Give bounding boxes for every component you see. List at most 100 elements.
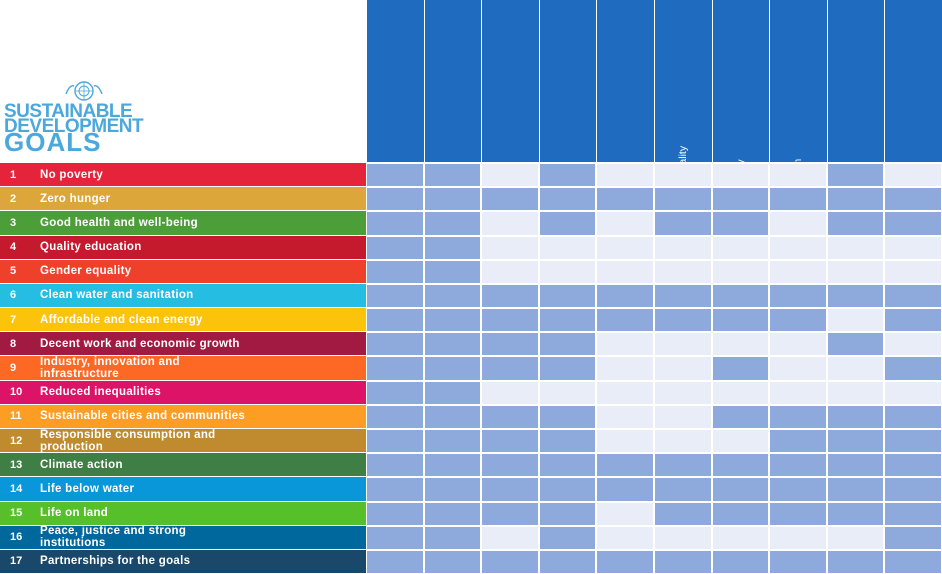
matrix-cell-empty: [711, 259, 770, 284]
matrix-cell-empty: [596, 380, 654, 405]
matrix-cell-filled: [538, 404, 597, 429]
goal-row-8: 8 Decent work and economic growth: [0, 332, 366, 357]
matrix-cell-filled: [366, 332, 424, 357]
matrix-cell-filled: [366, 356, 424, 381]
matrix-cell-empty: [481, 259, 539, 284]
matrix-cell-filled: [538, 549, 597, 574]
matrix-cell-filled: [711, 211, 770, 236]
matrix-cell-empty: [596, 428, 654, 454]
matrix-cell-filled: [538, 187, 597, 212]
matrix-cell-filled: [596, 187, 654, 212]
matrix-cell-filled: [366, 283, 424, 309]
matrix-cell-filled: [884, 453, 942, 478]
matrix-cell-filled: [711, 453, 770, 478]
matrix-cell-filled: [884, 501, 942, 526]
matrix-cell-filled: [481, 453, 539, 478]
goal-number: 11: [10, 410, 22, 423]
matrix-cell-filled: [826, 453, 885, 478]
matrix-cell-filled: [423, 525, 482, 550]
column-header-1: Population distribution: [366, 0, 424, 298]
goal-label: Life below water: [40, 482, 135, 495]
goal-number: 12: [10, 434, 23, 447]
logo-line-1: SUSTAINABLE: [4, 101, 133, 122]
matrix-cell-filled: [884, 477, 942, 502]
matrix-cell-filled: [769, 283, 827, 309]
goal-row-16: 16 Peace, justice and strong institutions: [0, 525, 366, 550]
matrix-cell-empty: [884, 259, 942, 284]
matrix-cell-filled: [366, 187, 424, 212]
column-header-8: Biodiversity and ecosystem observations: [769, 0, 827, 286]
goal-label: Clean water and sanitation: [40, 289, 194, 302]
matrix-cell-filled: [423, 308, 482, 333]
matrix-cell-empty: [769, 380, 827, 405]
goal-number: 14: [10, 482, 23, 495]
goal-row-13: 13 Climate action: [0, 453, 366, 478]
goal-row-5: 5 Gender equality: [0, 259, 366, 284]
matrix-cell-empty: [538, 235, 597, 260]
goal-number: 8: [10, 337, 17, 350]
goal-row-3: 3 Good health and well-being: [0, 211, 366, 236]
matrix-cell-filled: [481, 356, 539, 381]
matrix-cell-empty: [481, 163, 539, 188]
matrix-cell-filled: [481, 501, 539, 526]
goal-number: 1: [10, 168, 17, 181]
goal-label: Sustainable cities and communities: [40, 410, 246, 423]
matrix-cell-filled: [366, 163, 424, 188]
matrix-cell-empty: [769, 356, 827, 381]
matrix-cell-empty: [481, 525, 539, 550]
matrix-cell-filled: [711, 308, 770, 333]
matrix-cell-empty: [654, 380, 712, 405]
matrix-cell-empty: [654, 163, 712, 188]
matrix-cell-filled: [423, 501, 482, 526]
matrix-cell-filled: [654, 549, 712, 574]
goal-label: Peace, justice and strong institutions: [40, 525, 187, 550]
matrix-cell-filled: [423, 235, 482, 260]
matrix-cell-empty: [481, 380, 539, 405]
goal-label: Responsible consumption and production: [40, 428, 216, 453]
goal-row-10: 10 Reduced inequalities: [0, 380, 366, 405]
matrix-cell-empty: [596, 163, 654, 188]
matrix-cell-filled: [769, 428, 827, 454]
matrix-cell-filled: [423, 380, 482, 405]
matrix-cell-filled: [884, 356, 942, 381]
column-header-3: Elevation and topography: [481, 0, 539, 298]
goal-number: 15: [10, 507, 23, 520]
matrix-cell-filled: [481, 308, 539, 333]
matrix-cell-empty: [769, 235, 827, 260]
matrix-cell-filled: [769, 477, 827, 502]
matrix-cell-empty: [826, 235, 885, 260]
matrix-cell-filled: [826, 332, 885, 357]
matrix-cell-empty: [596, 525, 654, 550]
matrix-cell-filled: [366, 404, 424, 429]
goal-number: 4: [10, 241, 17, 254]
matrix-cell-empty: [538, 380, 597, 405]
matrix-cell-filled: [654, 187, 712, 212]
matrix-cell-filled: [423, 428, 482, 454]
matrix-cell-filled: [366, 549, 424, 574]
matrix-cell-filled: [596, 283, 654, 309]
matrix-cell-filled: [884, 404, 942, 429]
column-header-10: Hazards, disasters and environmental imp…: [884, 0, 942, 274]
goal-row-6: 6 Clean water and sanitation: [0, 283, 366, 309]
matrix-cell-filled: [538, 163, 597, 188]
matrix-cell-filled: [711, 283, 770, 309]
goal-number: 5: [10, 265, 17, 278]
matrix-cell-empty: [654, 428, 712, 454]
goal-label: Partnerships for the goals: [40, 555, 191, 568]
matrix-cell-filled: [654, 477, 712, 502]
matrix-cell-empty: [884, 332, 942, 357]
matrix-cell-filled: [654, 211, 712, 236]
matrix-cell-filled: [423, 211, 482, 236]
matrix-cell-filled: [423, 163, 482, 188]
matrix-cell-filled: [769, 404, 827, 429]
matrix-cell-filled: [826, 211, 885, 236]
matrix-cell-filled: [366, 259, 424, 284]
matrix-cell-empty: [826, 356, 885, 381]
matrix-cell-filled: [826, 501, 885, 526]
matrix-cell-empty: [654, 332, 712, 357]
matrix-cell-empty: [711, 163, 770, 188]
matrix-cell-filled: [538, 308, 597, 333]
matrix-cell-empty: [769, 163, 827, 188]
matrix-cell-filled: [538, 453, 597, 478]
matrix-cell-filled: [769, 501, 827, 526]
